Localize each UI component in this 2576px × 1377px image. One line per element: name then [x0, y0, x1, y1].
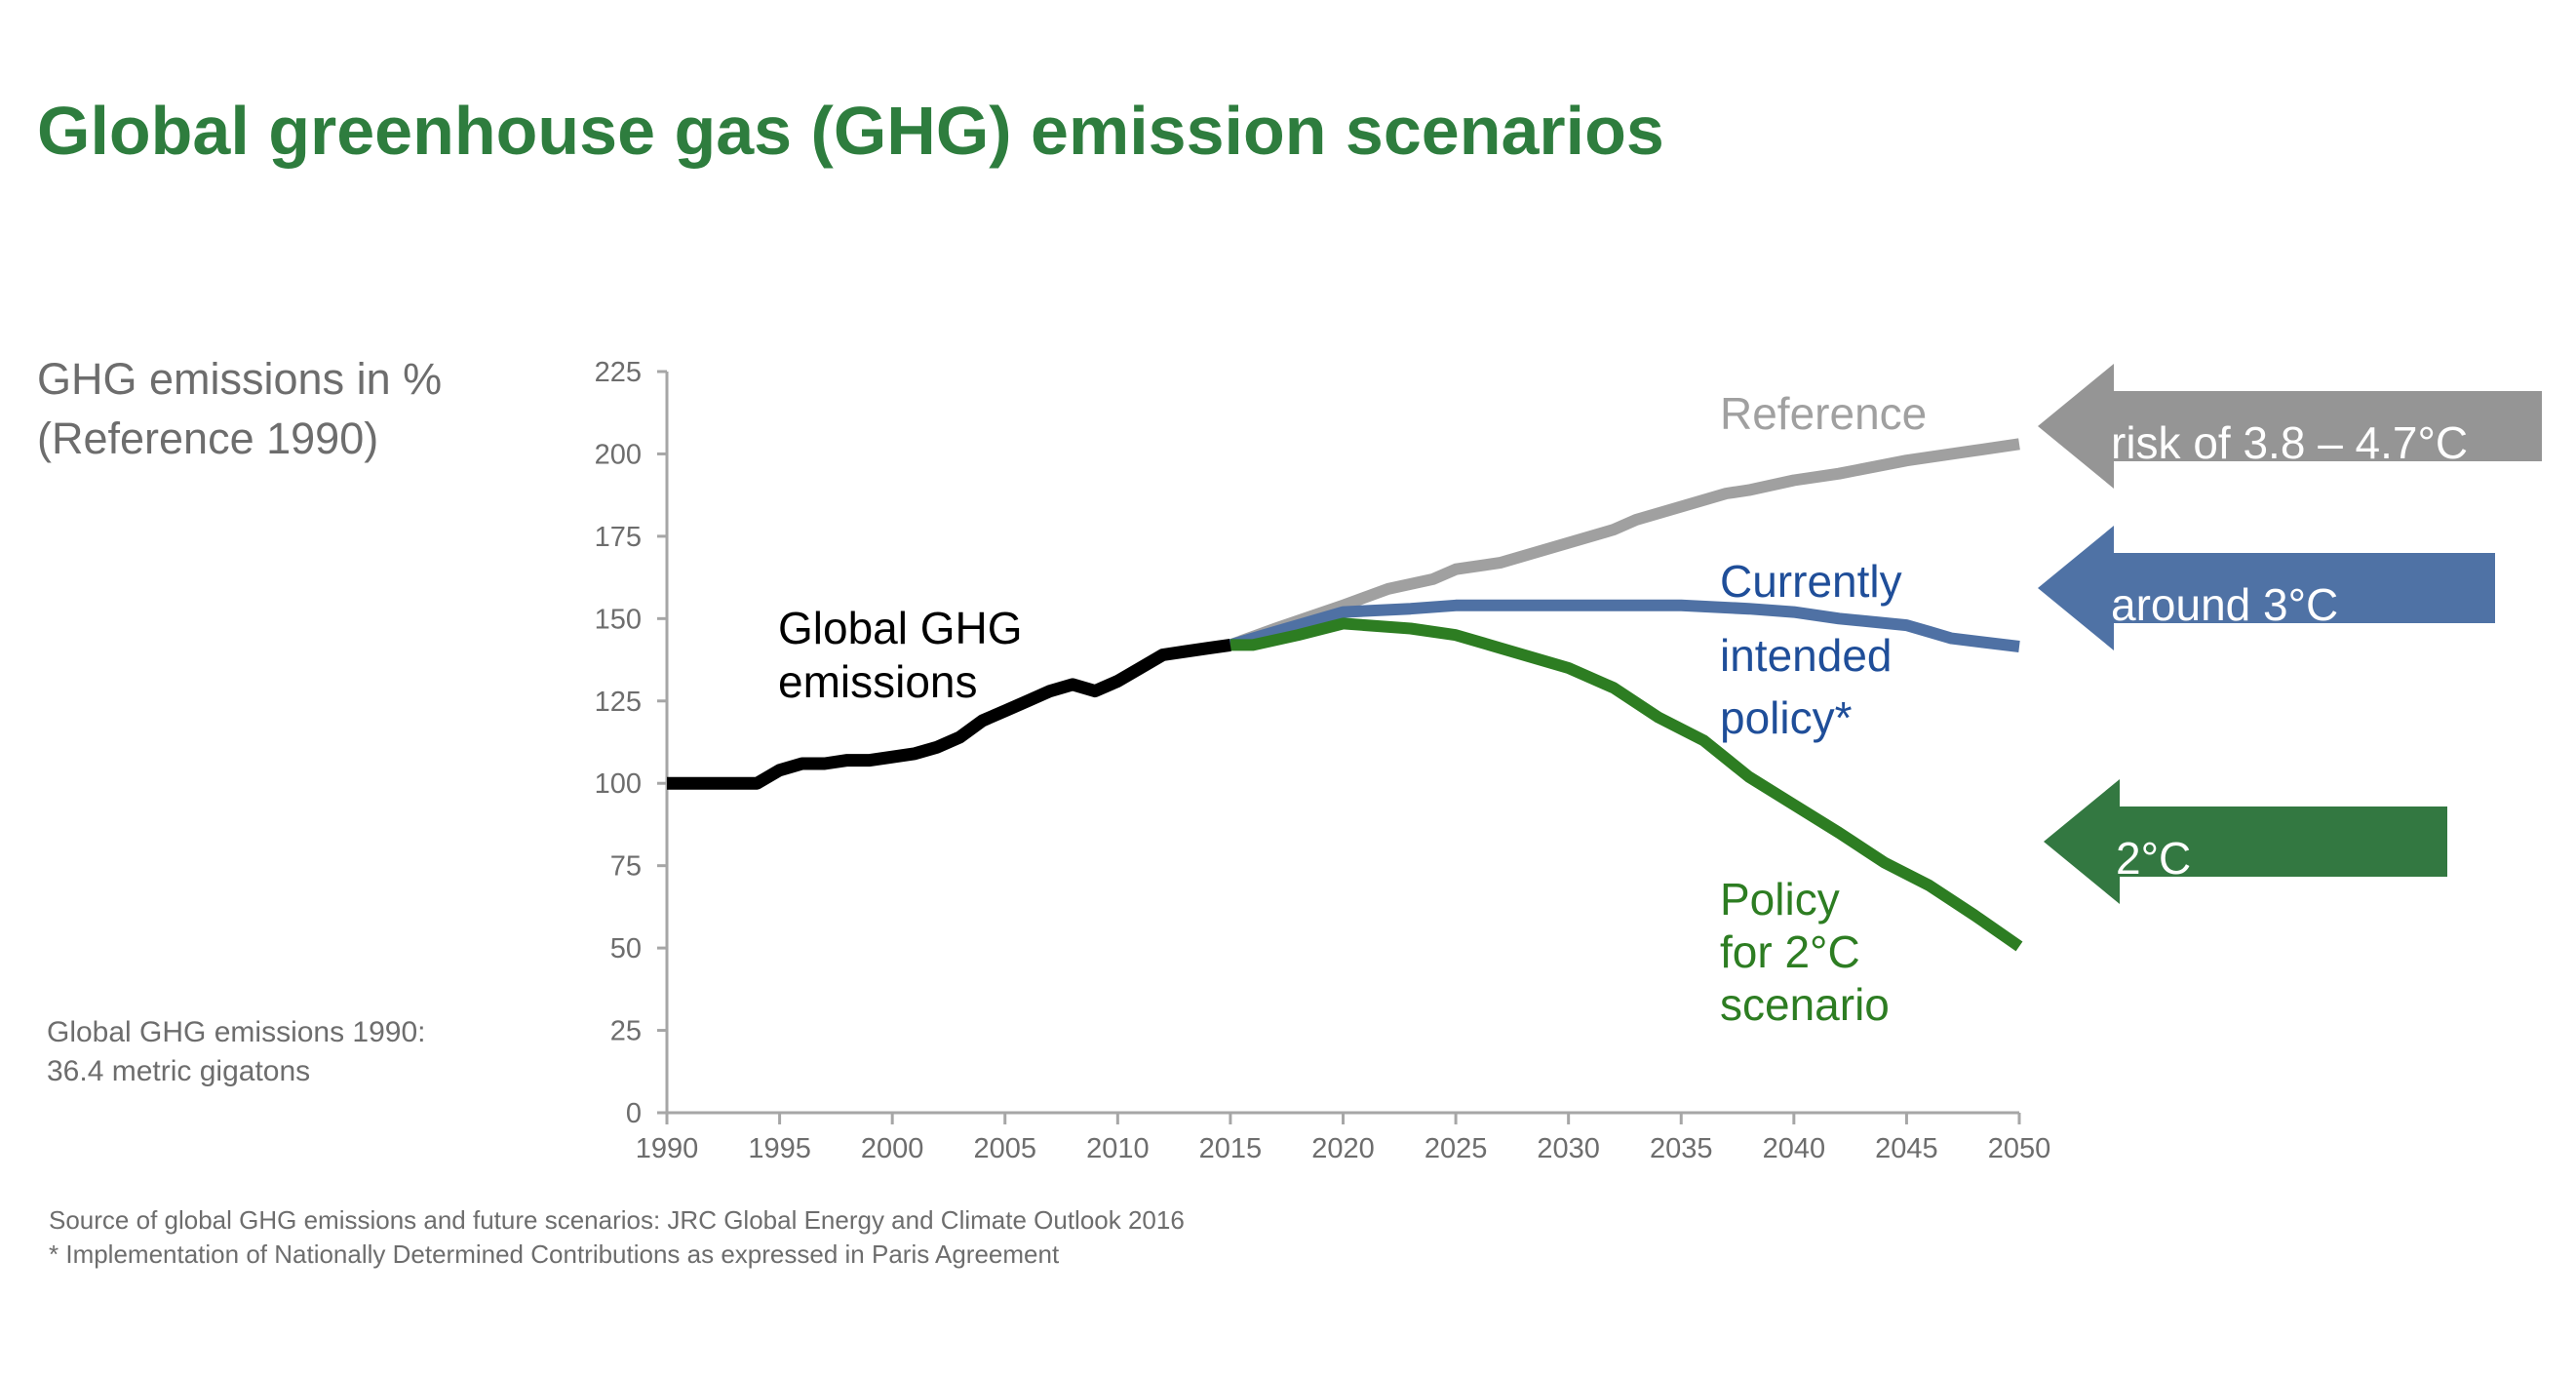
- y-tick-label: 175: [595, 522, 642, 553]
- y-tick-label: 75: [610, 851, 642, 883]
- label-2c-1: Policy: [1720, 874, 1840, 925]
- series-line-two-degree: [1229, 617, 2023, 952]
- y-tick-label: 0: [626, 1098, 642, 1129]
- y-axis-label-line1: GHG emissions in %: [37, 354, 442, 404]
- label-reference: Reference: [1720, 388, 1927, 439]
- arrow-2c-text: 2°C: [2116, 833, 2191, 884]
- x-tick-label: 2025: [1425, 1133, 1488, 1164]
- series-line-historical: [667, 638, 1231, 790]
- series-line-reference: [1228, 438, 2020, 651]
- series-line-current-policy: [1229, 599, 2020, 652]
- arrow-reference: risk of 3.8 – 4.7°C: [2038, 364, 2542, 489]
- x-tick-label: 2005: [973, 1133, 1036, 1164]
- x-tick-label: 2035: [1650, 1133, 1713, 1164]
- arrow-current-text: around 3°C: [2111, 579, 2338, 630]
- x-tick-label: 2040: [1763, 1133, 1826, 1164]
- x-tick-label: 2020: [1311, 1133, 1375, 1164]
- arrow-2c-shape: [2044, 779, 2447, 904]
- label-2c-3: scenario: [1720, 979, 1890, 1030]
- y-tick-label: 200: [595, 439, 642, 470]
- page-title: Global greenhouse gas (GHG) emission sce…: [37, 93, 1664, 169]
- x-tick-label: 2030: [1537, 1133, 1600, 1164]
- y-tick-label: 50: [610, 933, 642, 964]
- footnote-ndc: * Implementation of Nationally Determine…: [49, 1239, 1060, 1269]
- x-tick-label: 2010: [1086, 1133, 1150, 1164]
- label-current-1: Currently: [1720, 556, 1902, 607]
- arrow-current-shape: [2038, 526, 2495, 650]
- axes: 0 25 50 75 100 125 150 175 200 225 1990 1995 2000 200…: [595, 357, 2051, 1164]
- baseline-note-line1: Global GHG emissions 1990:: [47, 1016, 426, 1048]
- baseline-note-line2: 36.4 metric gigatons: [47, 1055, 310, 1087]
- label-historical-1: Global GHG: [778, 603, 1023, 653]
- x-tick-label: 1990: [636, 1133, 699, 1164]
- y-tick-label: 25: [610, 1016, 642, 1047]
- y-tick-label: 150: [595, 604, 642, 635]
- y-axis-label-line2: (Reference 1990): [37, 413, 378, 463]
- x-tick-label: 2045: [1875, 1133, 1938, 1164]
- arrow-current-policy: around 3°C: [2038, 526, 2495, 650]
- label-2c-2: for 2°C: [1720, 926, 1860, 977]
- footnote-source: Source of global GHG emissions and futur…: [49, 1205, 1185, 1235]
- label-current-2: intended: [1720, 630, 1893, 681]
- x-tick-label: 2015: [1199, 1133, 1263, 1164]
- label-historical-2: emissions: [778, 656, 978, 707]
- x-tick-label: 1995: [748, 1133, 811, 1164]
- y-tick-label: 225: [595, 357, 642, 388]
- y-tick-label: 100: [595, 768, 642, 800]
- arrow-two-degree: 2°C: [2044, 779, 2447, 904]
- x-tick-label: 2050: [1988, 1133, 2051, 1164]
- y-tick-label: 125: [595, 687, 642, 718]
- arrow-reference-text: risk of 3.8 – 4.7°C: [2111, 417, 2468, 468]
- series-lines: [667, 438, 2023, 952]
- label-current-3: policy*: [1720, 692, 1853, 743]
- arrow-reference-shape: [2038, 364, 2542, 489]
- x-tick-label: 2000: [861, 1133, 924, 1164]
